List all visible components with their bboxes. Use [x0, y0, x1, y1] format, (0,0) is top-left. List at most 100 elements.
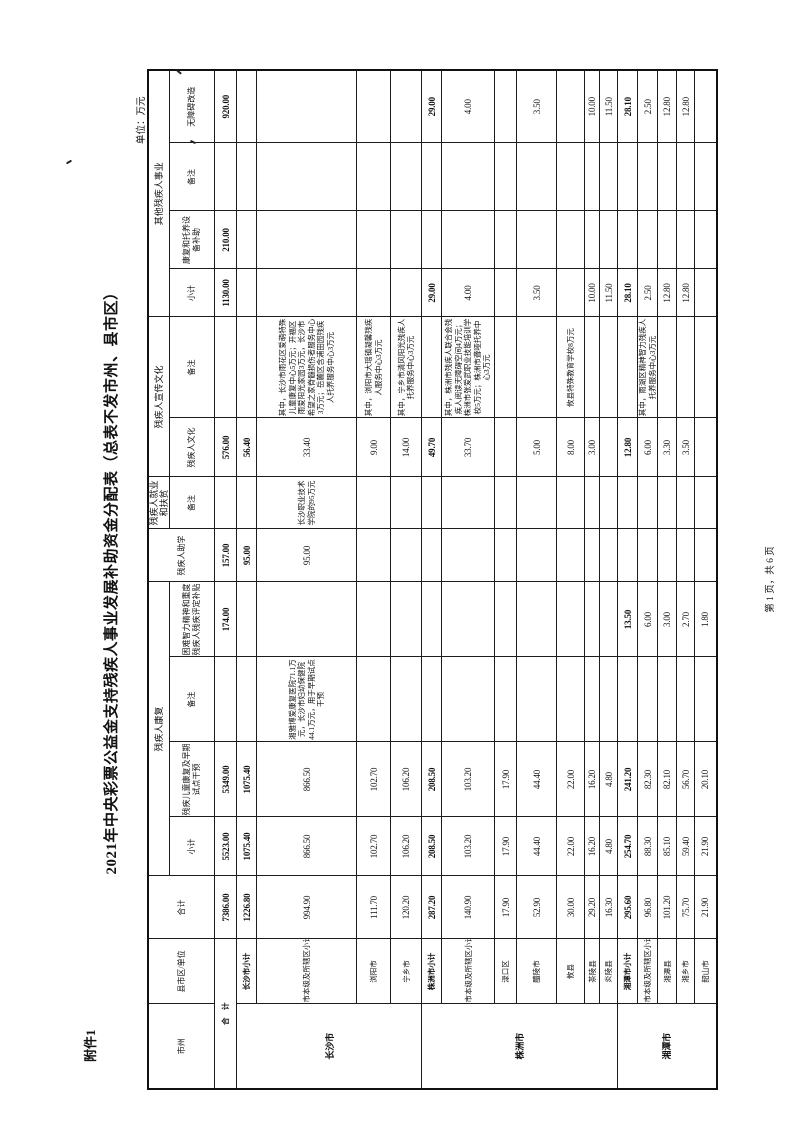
- num-cell: 28.10: [617, 69, 638, 143]
- note-cell: 长沙职业技术学院的95万元: [256, 476, 357, 529]
- note-cell: [694, 476, 717, 529]
- group-header: 残疾人就业和扶贫: [148, 476, 170, 529]
- note-cell: [617, 476, 638, 529]
- num-cell: 33.40: [256, 417, 357, 477]
- note-cell: [441, 657, 495, 742]
- note-cell: [441, 142, 495, 211]
- note-cell: [676, 316, 695, 418]
- row-label: 攸县: [556, 939, 585, 1004]
- note-cell: [256, 142, 357, 211]
- table-row: 茶陵县 29.20 16.20 16.20 3.00 10.00 10.00: [584, 69, 600, 1089]
- num-cell: 866.50: [256, 817, 357, 876]
- num-cell: 102.70: [356, 817, 391, 876]
- num-cell: [556, 69, 585, 143]
- num-cell: 576.00: [214, 417, 237, 477]
- num-cell: [236, 69, 257, 143]
- scan-artifact: [65, 159, 73, 165]
- num-cell: [516, 581, 557, 657]
- num-cell: [494, 210, 517, 269]
- num-cell: 33.70: [441, 417, 495, 477]
- city-label: 长沙市: [236, 1004, 422, 1089]
- note-cell: [676, 657, 695, 742]
- num-cell: 866.50: [256, 742, 357, 817]
- num-cell: 17.90: [494, 742, 517, 817]
- num-cell: 29.00: [421, 69, 442, 143]
- num-cell: 111.70: [356, 876, 391, 939]
- table-row: 市本级及所辖区小计 140.90 103.20 103.20 33.70 其中，株洲市残疾…: [441, 69, 495, 1089]
- note-cell: 其中，长沙市雨花区爱萌特殊儿童康复中心5万元；开福区雨爱阳光家园3万元，长沙市希…: [256, 316, 357, 418]
- num-cell: [236, 581, 257, 657]
- num-cell: [356, 210, 391, 269]
- sub-header: 困难智力精神和重度残疾人残疾评定补贴: [169, 581, 215, 657]
- row-label: 炎陵县: [599, 939, 618, 1004]
- table-row: 市本级及所辖区小计 96.80 88.30 82.30 6.00 6.00 其中，雨湖区精神…: [637, 69, 658, 1089]
- note-cell: [441, 476, 495, 529]
- num-cell: 5523.00: [214, 817, 237, 876]
- note-cell: [676, 142, 695, 211]
- num-cell: [356, 69, 391, 143]
- num-cell: 12.80: [676, 268, 695, 317]
- num-cell: [637, 528, 658, 582]
- num-cell: [236, 210, 257, 269]
- group-header: 其他残疾人事业: [148, 69, 170, 317]
- num-cell: 49.70: [421, 417, 442, 477]
- num-cell: 4.80: [599, 817, 618, 876]
- num-cell: [441, 528, 495, 582]
- note-cell: [584, 476, 600, 529]
- group-header: 残疾人宣传文化: [148, 316, 170, 477]
- num-cell: 17.90: [494, 817, 517, 876]
- num-cell: [599, 417, 618, 477]
- num-cell: 4.00: [441, 268, 495, 317]
- num-cell: 106.20: [390, 817, 422, 876]
- num-cell: 3.30: [657, 417, 677, 477]
- num-cell: 6.00: [637, 417, 658, 477]
- num-cell: [421, 528, 442, 582]
- table-row: 湘乡市 75.70 59.40 56.70 2.70 3.50 12.80 12.80: [676, 69, 695, 1089]
- num-cell: 3.50: [516, 69, 557, 143]
- num-cell: 10.00: [584, 268, 600, 317]
- num-cell: 12.80: [676, 69, 695, 143]
- note-cell: [694, 142, 717, 211]
- allocation-table: 市州 县市区/单位 合计 残疾人康复 残疾人助学 残疾人就业和扶贫 残疾人宣传文化 其他残疾人…: [147, 68, 718, 1090]
- num-cell: 101.20: [657, 876, 677, 939]
- note-cell: [617, 657, 638, 742]
- num-cell: 82.10: [657, 742, 677, 817]
- city-label: 株洲市: [421, 1004, 618, 1089]
- num-cell: 22.00: [556, 742, 585, 817]
- num-cell: [637, 210, 658, 269]
- sub-header: 无障碍改造: [169, 69, 215, 143]
- num-cell: 1226.80: [236, 876, 257, 939]
- note-cell: [516, 316, 557, 418]
- num-cell: 174.00: [214, 581, 237, 657]
- num-cell: [556, 528, 585, 582]
- num-cell: 1075.40: [236, 742, 257, 817]
- num-cell: 9.00: [356, 417, 391, 477]
- num-cell: 5349.00: [214, 742, 237, 817]
- note-cell: [390, 657, 422, 742]
- num-cell: [556, 581, 585, 657]
- row-label: 茶陵县: [584, 939, 600, 1004]
- num-cell: 1.80: [694, 581, 717, 657]
- note-cell: [214, 476, 237, 529]
- num-cell: [584, 528, 600, 582]
- col-header-standalone: 残疾人助学: [148, 528, 215, 582]
- table-row: 醴陵市 52.90 44.40 44.40 5.00 3.50 3.50: [516, 69, 557, 1089]
- num-cell: 1130.00: [214, 268, 237, 317]
- num-cell: [390, 268, 422, 317]
- num-cell: 95.00: [236, 528, 257, 582]
- table-row: 浏阳市 111.70 102.70 102.70 9.00 其中，浏阳市大瑶镇凝馨残疾人服…: [356, 69, 391, 1089]
- num-cell: [694, 528, 717, 582]
- note-cell: [421, 657, 442, 742]
- num-cell: [516, 210, 557, 269]
- row-label: 市本级及所辖区小计: [256, 939, 357, 1004]
- note-cell: [657, 476, 677, 529]
- col-header-total: 合计: [148, 876, 215, 939]
- note-cell: [637, 476, 658, 529]
- num-cell: [390, 210, 422, 269]
- num-cell: 287.20: [421, 876, 442, 939]
- note-cell: [516, 142, 557, 211]
- note-cell: [676, 476, 695, 529]
- sub-header: 残疾儿童康复及早期试点干预: [169, 742, 215, 817]
- num-cell: 88.30: [637, 817, 658, 876]
- num-cell: [599, 210, 618, 269]
